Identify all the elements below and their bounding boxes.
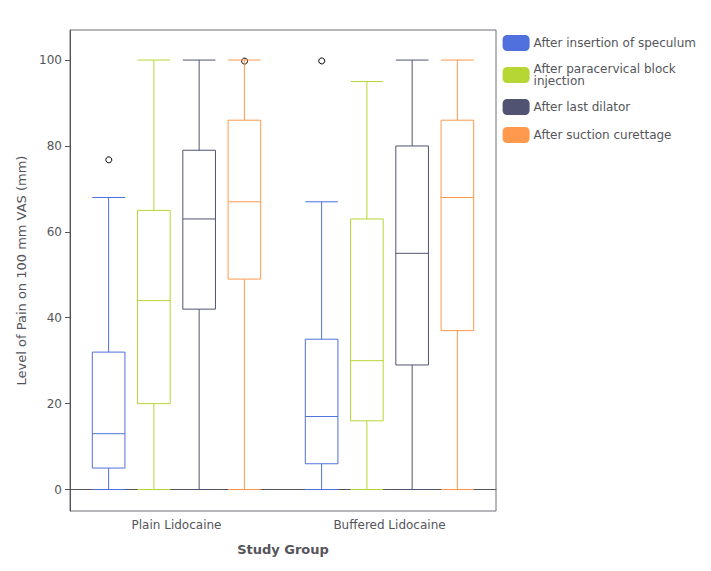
svg-text:20: 20	[47, 397, 62, 411]
svg-text:Buffered Lidocaine: Buffered Lidocaine	[333, 518, 445, 532]
svg-text:40: 40	[47, 311, 62, 325]
svg-text:Plain Lidocaine: Plain Lidocaine	[132, 518, 222, 532]
svg-text:After suction curettage: After suction curettage	[534, 128, 672, 142]
svg-text:Study Group: Study Group	[237, 542, 329, 557]
svg-text:After insertion of speculum: After insertion of speculum	[534, 36, 696, 50]
svg-text:injection: injection	[534, 74, 585, 88]
svg-text:Level of Pain on 100 mm VAS (m: Level of Pain on 100 mm VAS (mm)	[14, 156, 29, 386]
svg-text:After last dilator: After last dilator	[534, 100, 631, 114]
svg-text:80: 80	[47, 139, 62, 153]
svg-text:100: 100	[39, 53, 62, 67]
svg-text:After paracervical block: After paracervical block	[533, 62, 676, 76]
svg-text:60: 60	[47, 225, 62, 239]
svg-text:0: 0	[54, 483, 62, 497]
